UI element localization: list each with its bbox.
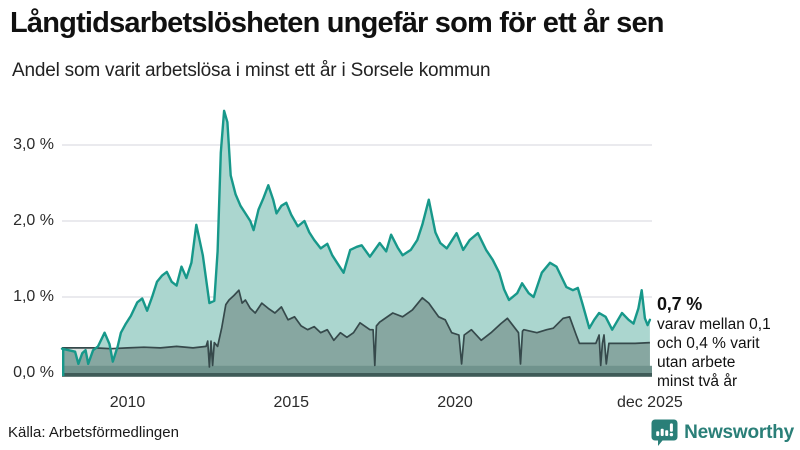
end-value-label: 0,7 % xyxy=(657,294,703,314)
series-gap-fill xyxy=(62,347,117,364)
newsworthy-logo: Newsworthy xyxy=(651,419,794,447)
x-axis-tick-label: 2020 xyxy=(437,394,473,411)
annotation-line: utan arbete xyxy=(657,354,736,371)
annotation-line: varav mellan 0,1 xyxy=(657,316,771,333)
series-area-min-one-year xyxy=(62,110,650,374)
source-note: Källa: Arbetsförmedlingen xyxy=(8,424,179,441)
series-line-min-one-year xyxy=(60,109,652,366)
x-axis-tick-label: dec 2025 xyxy=(616,394,683,411)
x-axis-tick-label: 2010 xyxy=(109,394,146,411)
x-axis-tick-label: 2015 xyxy=(273,394,310,411)
baseline-strip xyxy=(62,365,652,373)
y-axis-tick-label: 0,0 % xyxy=(13,364,54,381)
annotation-text: varav mellan 0,1 och 0,4 % varit utan arbe… xyxy=(657,315,799,391)
y-axis-tick-label: 3,0 % xyxy=(13,136,54,153)
annotation-line: och 0,4 % varit xyxy=(657,335,760,352)
newsworthy-wordmark: Newsworthy xyxy=(684,422,794,443)
series-line-min-two-years xyxy=(62,289,650,368)
page-title: Långtidsarbetslösheten ungefär som för e… xyxy=(10,7,665,39)
series-area-min-two-years xyxy=(62,290,650,373)
annotation-line: minst två år xyxy=(657,373,738,390)
y-axis-tick-label: 2,0 % xyxy=(13,212,54,229)
chart-subtitle: Andel som varit arbetslösa i minst ett å… xyxy=(12,60,491,81)
newsworthy-bubble-chart-icon xyxy=(651,419,678,446)
zero-baseline xyxy=(62,373,652,377)
y-axis-tick-label: 1,0 % xyxy=(13,288,54,305)
end-value-annotation: 0,7 % varav mellan 0,1 och 0,4 % varit uta… xyxy=(657,294,799,391)
